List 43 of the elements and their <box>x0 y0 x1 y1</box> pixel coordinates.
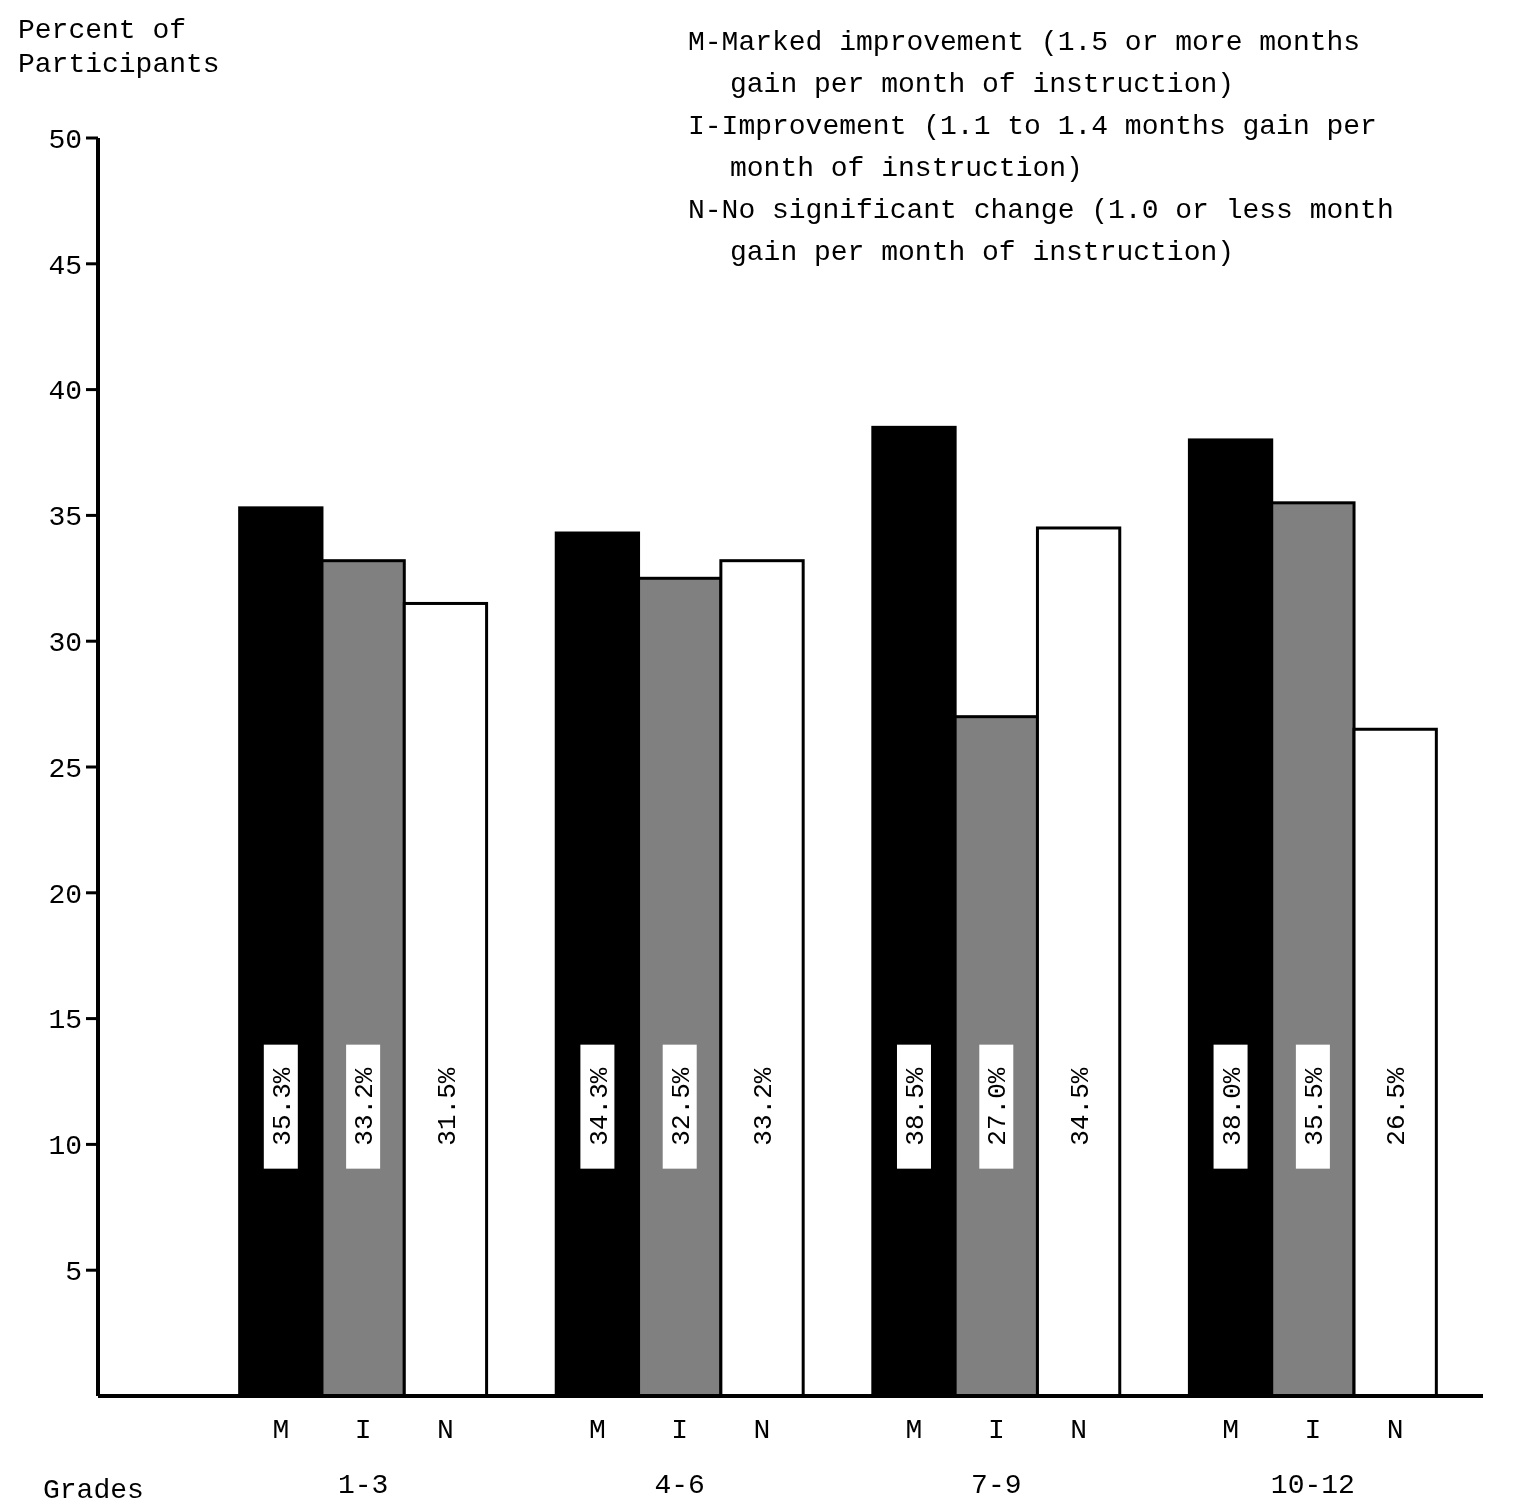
x-tick-label: 7-9 <box>971 1470 1022 1501</box>
text: M-Marked improvement (1.5 or more months gain per month of instruction) <box>688 27 1361 100</box>
data-label: 27.0% <box>983 1067 1014 1146</box>
annotation: I-Improvement (1.1 to 1.4 months gain per month of instruction) <box>688 111 1377 184</box>
data-label: 38.5% <box>901 1067 932 1146</box>
text: I <box>671 1415 689 1446</box>
y-tick-label: 45 <box>48 250 82 282</box>
series-label: I <box>354 1415 372 1446</box>
y-tick-label: 25 <box>48 753 82 785</box>
text: M <box>905 1415 923 1446</box>
y-tick-label: 15 <box>48 1005 82 1037</box>
y-tick-label: 35 <box>48 502 82 534</box>
y-tick-label: 5 <box>65 1257 82 1288</box>
data-label: 33.2% <box>749 1067 780 1146</box>
x-axis-title: Grades <box>43 1475 144 1506</box>
data-label: 26.5% <box>1382 1067 1413 1146</box>
series-label: M <box>272 1415 290 1446</box>
text: N <box>1070 1415 1088 1446</box>
data-label: 38.0% <box>1217 1067 1248 1146</box>
annotation: N-No significant change (1.0 or less month gain per month of instruction) <box>688 195 1394 268</box>
y-tick-label: 40 <box>48 376 82 408</box>
series-label: N <box>437 1415 454 1446</box>
y-axis-title: Percent of Participants <box>18 15 220 80</box>
data-label: 32.5% <box>666 1067 697 1146</box>
data-label: 34.5% <box>1065 1067 1096 1146</box>
text: I <box>987 1415 1005 1446</box>
text: M <box>1222 1415 1239 1446</box>
y-tick-label: 30 <box>48 628 82 659</box>
text: M <box>588 1415 606 1446</box>
y-tick-label: 10 <box>48 1131 82 1163</box>
y-tick-label: 50 <box>48 124 82 156</box>
text: I <box>1304 1415 1322 1446</box>
x-tick-label: 1-3 <box>337 1470 389 1501</box>
data-label: 33.2% <box>350 1067 381 1146</box>
data-label: 31.5% <box>432 1067 463 1146</box>
text: N <box>1386 1415 1404 1446</box>
data-label: 35.5% <box>1299 1067 1330 1146</box>
data-label: 35.3% <box>267 1067 298 1146</box>
x-tick-label: 4-6 <box>654 1470 705 1501</box>
y-tick-label: 20 <box>48 879 82 911</box>
data-label: 34.3% <box>584 1067 615 1146</box>
text: N <box>753 1415 771 1446</box>
x-tick-label: 10-12 <box>1270 1470 1355 1501</box>
